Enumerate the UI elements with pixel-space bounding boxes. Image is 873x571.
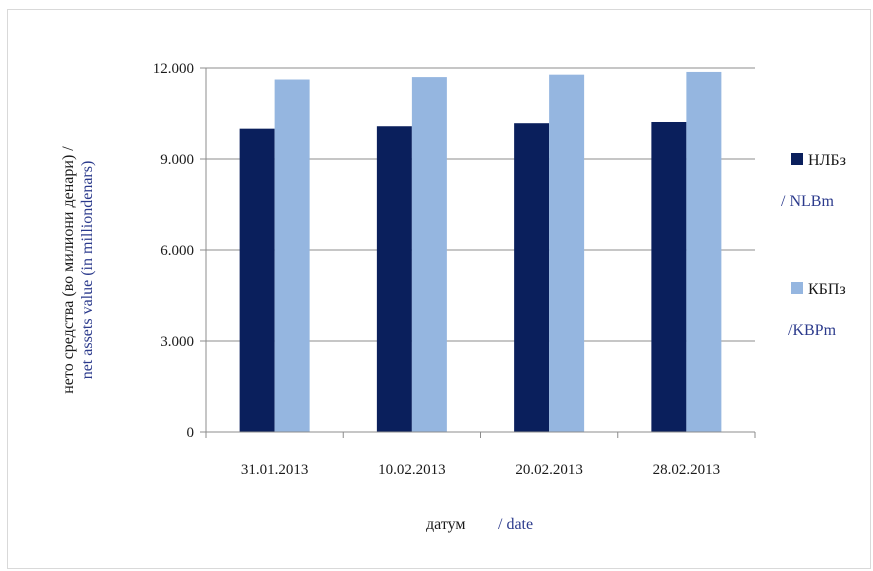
bar-nlb (651, 121, 687, 432)
x-tick-label: 28.02.2013 (653, 462, 721, 478)
y-tick-label: 9.000 (160, 152, 194, 168)
legend: НЛБз / NLBm КБПз /KBPm (781, 152, 846, 339)
bar-nlb (514, 123, 550, 432)
bar-kbp (411, 77, 447, 432)
legend-swatch-kbp (791, 282, 803, 294)
legend-swatch-nlb (791, 153, 803, 165)
bar-kbp (274, 79, 310, 432)
bar-nlb (376, 126, 412, 433)
y-tick-label: 12.000 (153, 61, 194, 77)
legend-label-nlb-en: / NLBm (781, 193, 834, 210)
x-tick-label: 10.02.2013 (378, 462, 446, 478)
bar-kbp (549, 74, 585, 432)
legend-label-nlb: НЛБз (808, 152, 846, 169)
bar-nlb (239, 128, 275, 432)
y-axis-title-en: net assets value (in milliondenars) (79, 161, 96, 380)
y-tick-label: 6.000 (160, 243, 194, 259)
y-axis-title-ru: нето средства (во милиони денари) / (60, 146, 77, 394)
y-tick-label: 0 (187, 425, 195, 441)
chart-frame: 0 3.000 6.000 9.000 12.000 31.01.2013 10.02.20… (7, 9, 871, 569)
x-tick-label: 20.02.2013 (515, 462, 583, 478)
bar-chart: 0 3.000 6.000 9.000 12.000 31.01.2013 10.02.20… (60, 61, 846, 533)
y-tick-label: 3.000 (160, 334, 194, 350)
legend-label-kbp: КБПз (808, 281, 846, 298)
x-axis-title-ru: датум (426, 516, 466, 533)
bar-kbp (686, 71, 722, 432)
axes (200, 68, 756, 438)
tick-labels: 0 3.000 6.000 9.000 12.000 31.01.2013 10.02.20… (153, 61, 720, 478)
x-axis-title-en: / date (498, 516, 533, 533)
x-tick-label: 31.01.2013 (241, 462, 309, 478)
bars (239, 71, 722, 433)
legend-label-kbp-en: /KBPm (788, 322, 837, 339)
